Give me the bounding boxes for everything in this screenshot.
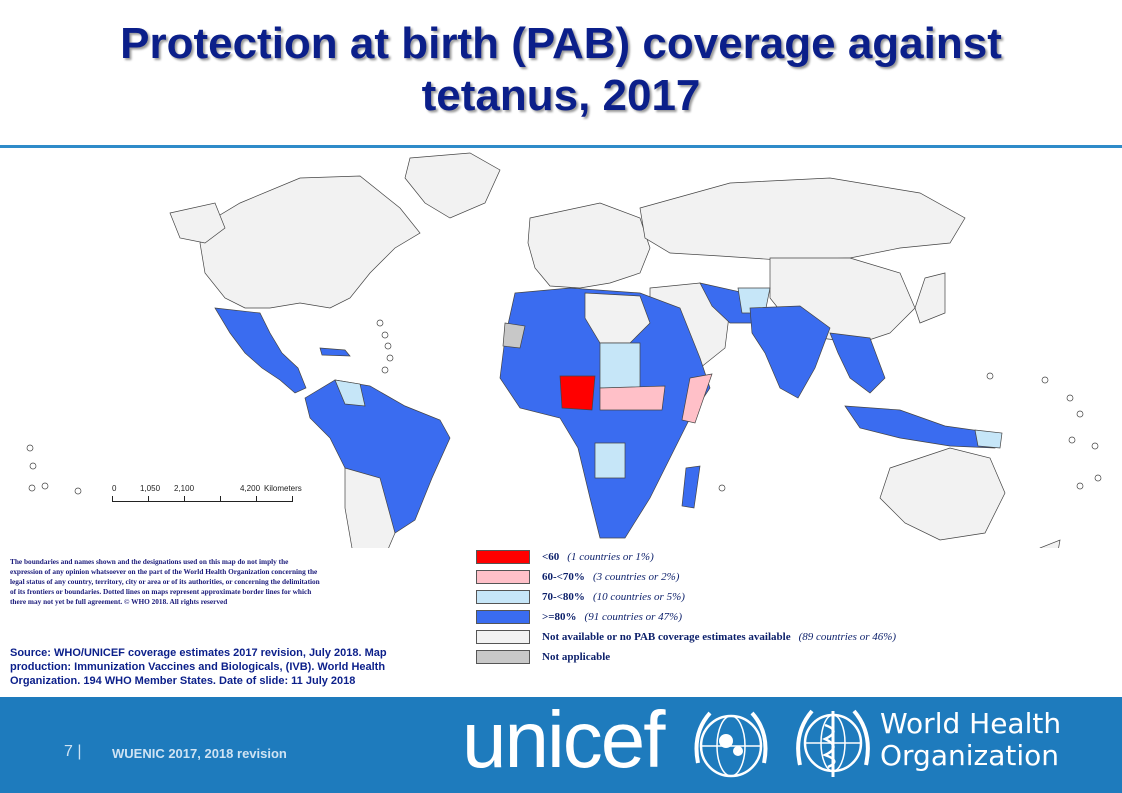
island-marker [718,484,726,492]
map-sudan-chad [599,342,641,389]
source-note: Source: WHO/UNICEF coverage estimates 20… [10,647,387,687]
map-angola-area [594,442,626,479]
legend-count: (10 countries or 5%) [592,591,685,603]
world-map [26,152,1102,548]
map-southeast-asia [829,332,886,394]
map-venezuela [334,379,366,407]
island-marker [26,444,34,452]
legend-swatch [476,630,530,644]
slide-title: Protection at birth (PAB) coverage again… [0,18,1122,122]
legend-count: (89 countries or 46%) [798,631,897,643]
map-png [974,429,1003,449]
legend-swatch [476,610,530,624]
unicef-logo: unicef [462,695,665,784]
legend-count: (3 countries or 2%) [592,571,680,583]
map-new-zealand [1039,539,1061,548]
who-logo-line-1: World Health [880,707,1062,740]
map-greenland [404,152,501,219]
legend-label: Not available or no PAB coverage estimat… [542,630,896,644]
title-line-2: tetanus, 2017 [421,71,701,120]
legend-label: <60 (1 countries or 1%) [542,550,654,564]
legend-label: 60-<70% (3 countries or 2%) [542,570,679,584]
scale-tick-label: 2,100 [174,484,195,493]
map-alaska [169,202,226,244]
map-southern-cone [344,467,396,548]
island-marker [1094,474,1102,482]
map-russia [639,177,966,261]
legend-category: <60 [542,551,560,563]
scale-tick-label: 1,050 [140,484,161,493]
island-marker [74,487,82,495]
island-marker [1076,410,1084,418]
legend-swatch [476,570,530,584]
legend-category: 70-<80% [542,591,585,603]
island-marker [29,462,37,470]
legend-count: (1 countries or 1%) [567,551,654,563]
unicef-emblem-icon [694,711,768,778]
map-madagascar [681,465,701,509]
scale-line [112,496,292,502]
island-marker [986,372,994,380]
title-line-1: Protection at birth (PAB) coverage again… [120,19,1002,68]
island-marker [1076,482,1084,490]
slide-number: 7 | [64,743,82,760]
legend-category: >=80% [542,611,577,623]
title-divider [0,145,1122,148]
map-car-southsudan [599,385,666,411]
island-marker [28,484,36,492]
map-africa [499,287,711,539]
who-logo-line-2: Organization [880,739,1060,772]
legend-category: Not applicable [542,651,611,663]
scale-tick-label: 4,200 [240,484,261,493]
island-marker [384,342,392,350]
island-marker [1091,442,1099,450]
legend-count: (91 countries or 47%) [584,611,683,623]
map-indonesia [844,405,996,449]
island-marker [386,354,394,362]
map-australia [879,447,1006,541]
legend-label: Not applicable [542,650,610,664]
island-marker [41,482,49,490]
map-western-sahara [502,322,526,349]
map-europe [527,202,651,289]
map-nigeria [559,375,596,411]
scale-unit: Kilometers [264,484,302,493]
map-india [749,305,831,399]
map-japan [914,272,946,324]
map-mexico [214,307,307,394]
legend-swatch [476,590,530,604]
map-somalia [681,373,713,424]
scale-tick-label: 0 [112,484,117,493]
who-logo-text: World Health Organization [880,708,1061,772]
map-south-america [304,379,451,537]
map-north-america [199,175,421,309]
legend-swatch [476,550,530,564]
legend-category: Not available or no PAB coverage estimat… [542,631,791,643]
map-caribbean [319,347,351,357]
legend-label: 70-<80% (10 countries or 5%) [542,590,685,604]
legend-label: >=80% (91 countries or 47%) [542,610,682,624]
island-marker [381,331,389,339]
revision-label: WUENIC 2017, 2018 revision [112,746,287,761]
footer-bar [0,697,1122,793]
legend-swatch [476,650,530,664]
island-marker [376,319,384,327]
island-marker [1066,394,1074,402]
map-disclaimer: The boundaries and names shown and the d… [10,557,320,606]
legend-category: 60-<70% [542,571,585,583]
who-emblem-icon [796,709,870,777]
island-marker [1041,376,1049,384]
island-marker [381,366,389,374]
island-marker [1068,436,1076,444]
